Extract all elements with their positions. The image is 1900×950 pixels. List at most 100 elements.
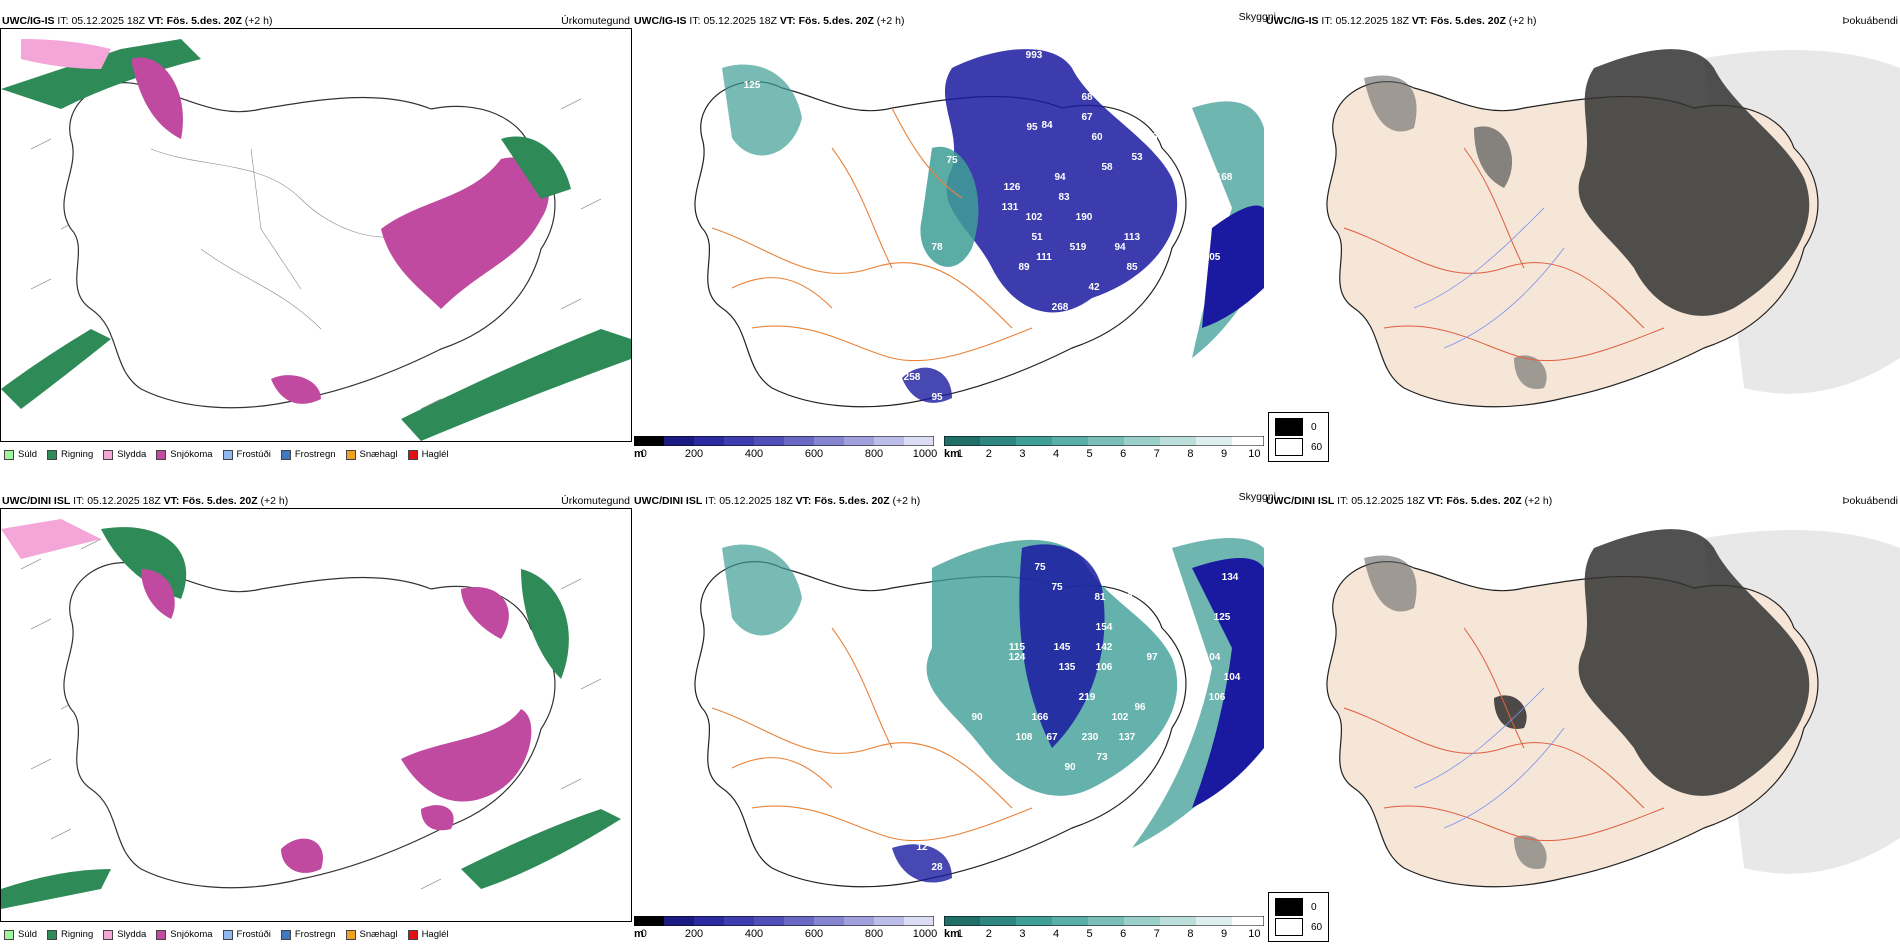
cloud-label: 94 xyxy=(1114,242,1126,253)
cloud-label: 106 xyxy=(1209,692,1226,703)
legend-item: Frostregn xyxy=(280,929,336,940)
cloud-label: 63 xyxy=(1088,302,1100,313)
legend-item: Haglél xyxy=(407,929,449,940)
cloud-label: 60 xyxy=(1091,132,1103,143)
legend-item: Snæhagl xyxy=(345,929,398,940)
cloud-label: 90 xyxy=(1064,762,1076,773)
panel-title: Skyggni xyxy=(1238,11,1276,23)
cloud-label: 168 xyxy=(1216,172,1233,183)
vis-colorbar-ramp xyxy=(944,436,1264,446)
height-colorbar-ticks: m 0 200 400 600 800 1000 xyxy=(634,448,938,460)
cloud-label: 50 xyxy=(818,592,830,603)
cloud-label: 60 xyxy=(801,120,813,131)
cloud-label: 108 xyxy=(1016,732,1033,743)
cloud-label: 230 xyxy=(1082,732,1099,743)
cloud-label: 102 xyxy=(1112,712,1129,723)
fog-panel-2: UWC/DINI ISL IT: 05.12.2025 18Z VT: Fös.… xyxy=(1264,494,1900,944)
cloud-label: 115 xyxy=(1009,642,1026,653)
height-colorbar-2: m 0 200 400 600 800 1000 xyxy=(634,916,938,946)
precip-map xyxy=(0,28,632,442)
cloud-label: 53 xyxy=(1131,152,1143,163)
cloud-label: 60 xyxy=(1121,592,1133,603)
fog-map xyxy=(1326,49,1900,408)
cloud-label: 93 xyxy=(924,822,936,833)
panel-header: UWC/DINI ISL IT: 05.12.2025 18Z VT: Fös.… xyxy=(2,495,289,507)
panel-header: UWC/IG-IS IT: 05.12.2025 18Z VT: Fös. 5.… xyxy=(634,15,905,27)
cloud-label: 111 xyxy=(1036,252,1052,263)
cloud-label: 993 xyxy=(1026,50,1043,61)
legend-item: Snjókoma xyxy=(156,449,213,460)
cloud-label: 258 xyxy=(904,372,921,383)
cloud-label: 142 xyxy=(1096,642,1113,653)
cloud-label: 268 xyxy=(1052,302,1069,313)
panel-header: UWC/DINI ISL IT: 05.12.2025 18Z VT: Fös.… xyxy=(1266,495,1553,507)
legend-item: Súld xyxy=(4,929,37,940)
row-2: UWC/DINI ISL IT: 05.12.2025 18Z VT: Fös.… xyxy=(0,480,1900,950)
legend-item: Slydda xyxy=(103,449,146,460)
cloud-label: 28 xyxy=(931,862,943,873)
cloud-label: 28 xyxy=(1061,332,1073,343)
cloud-label: 67 xyxy=(1046,732,1058,743)
cloud-label: 154 xyxy=(1096,622,1113,633)
cloud-label: 105 xyxy=(1204,252,1221,263)
cloud-label: 126 xyxy=(1004,182,1021,193)
precip-legend: Súld Rigning Slydda Snjókoma Frostúði Fr… xyxy=(4,449,449,460)
legend-item: Frostúði xyxy=(222,449,271,460)
legend-item: Rigning xyxy=(47,449,93,460)
cloud-label: 104 xyxy=(1070,522,1087,533)
cloud-label: 134 xyxy=(1222,572,1239,583)
cloud-label: 104 xyxy=(1204,652,1221,663)
legend-item: Súld xyxy=(4,449,37,460)
fog-map xyxy=(1326,529,1900,888)
legend-item: Haglél xyxy=(407,449,449,460)
cloud-label: 95 xyxy=(1026,122,1038,133)
cloud-label: 58 xyxy=(1101,162,1113,173)
cloud-panel-1: UWC/IG-IS IT: 05.12.2025 18Z VT: Fös. 5.… xyxy=(632,11,1276,464)
cloud-label: 67 xyxy=(1081,112,1093,123)
panel-header: UWC/IG-IS IT: 05.12.2025 18Z VT: Fös. 5.… xyxy=(2,15,273,27)
precip-map xyxy=(0,508,632,922)
panel-title: Úrkomutegund xyxy=(561,15,630,27)
panel-title: Skyggni xyxy=(1238,491,1276,503)
legend-item: Snæhagl xyxy=(345,449,398,460)
vis-colorbar-ticks: km 1 2 3 4 5 6 7 8 9 10 xyxy=(944,928,1261,940)
height-colorbar-1: m 0 200 400 600 800 1000 xyxy=(634,436,938,466)
height-colorbar-ticks: m 0 200 400 600 800 1000 xyxy=(634,928,938,940)
panel-title: Þokuábendi xyxy=(1842,15,1898,27)
height-colorbar-ramp xyxy=(634,436,934,446)
cloud-label: 75 xyxy=(1051,582,1063,593)
cloud-label: 83 xyxy=(1058,192,1070,203)
legend-item: Frostúði xyxy=(222,929,271,940)
cloud-label: 137 xyxy=(1119,732,1136,743)
cloud-label: 51 xyxy=(1031,232,1043,243)
legend-item: Frostregn xyxy=(280,449,336,460)
cloud-label: 97 xyxy=(1146,652,1158,663)
cloud-label: 219 xyxy=(1079,692,1096,703)
legend-item: Slydda xyxy=(103,929,146,940)
cloud-label: 124 xyxy=(1009,652,1026,663)
cloud-label: 89 xyxy=(946,722,958,733)
precip-panel-1: UWC/IG-IS IT: 05.12.2025 18Z VT: Fös. 5.… xyxy=(0,14,632,464)
cloud-label: 84 xyxy=(1041,120,1053,131)
cloud-label: 75 xyxy=(946,155,958,166)
cloud-label: 145 xyxy=(1054,642,1071,653)
cloud-label: 129 xyxy=(1050,522,1067,533)
cloud-label: 113 xyxy=(1124,232,1141,243)
panel-header: UWC/IG-IS IT: 05.12.2025 18Z VT: Fös. 5.… xyxy=(1266,15,1537,27)
cloud-label: 73 xyxy=(1096,752,1108,763)
cloud-label: 27 xyxy=(1058,802,1070,813)
cloud-label: 42 xyxy=(1088,282,1100,293)
vis-colorbar-ramp xyxy=(944,916,1264,926)
vis-colorbar-1: km 1 2 3 4 5 6 7 8 9 10 xyxy=(944,436,1264,466)
cloud-label: 76 xyxy=(1146,132,1158,143)
vis-colorbar-2: km 1 2 3 4 5 6 7 8 9 10 xyxy=(944,916,1264,946)
legend-item: Rigning xyxy=(47,929,93,940)
cloud-label: 135 xyxy=(1059,662,1076,673)
precip-panel-2: UWC/DINI ISL IT: 05.12.2025 18Z VT: Fös.… xyxy=(0,494,632,944)
cloud-panel-2: UWC/DINI ISL IT: 05.12.2025 18Z VT: Fös.… xyxy=(632,491,1276,944)
cloud-label: 131 xyxy=(1002,202,1019,213)
panel-header: UWC/DINI ISL IT: 05.12.2025 18Z VT: Fös.… xyxy=(634,495,921,507)
cloud-label: 125 xyxy=(744,80,761,91)
cloud-label: 519 xyxy=(1070,242,1087,253)
cloud-label: 68 xyxy=(1081,92,1093,103)
